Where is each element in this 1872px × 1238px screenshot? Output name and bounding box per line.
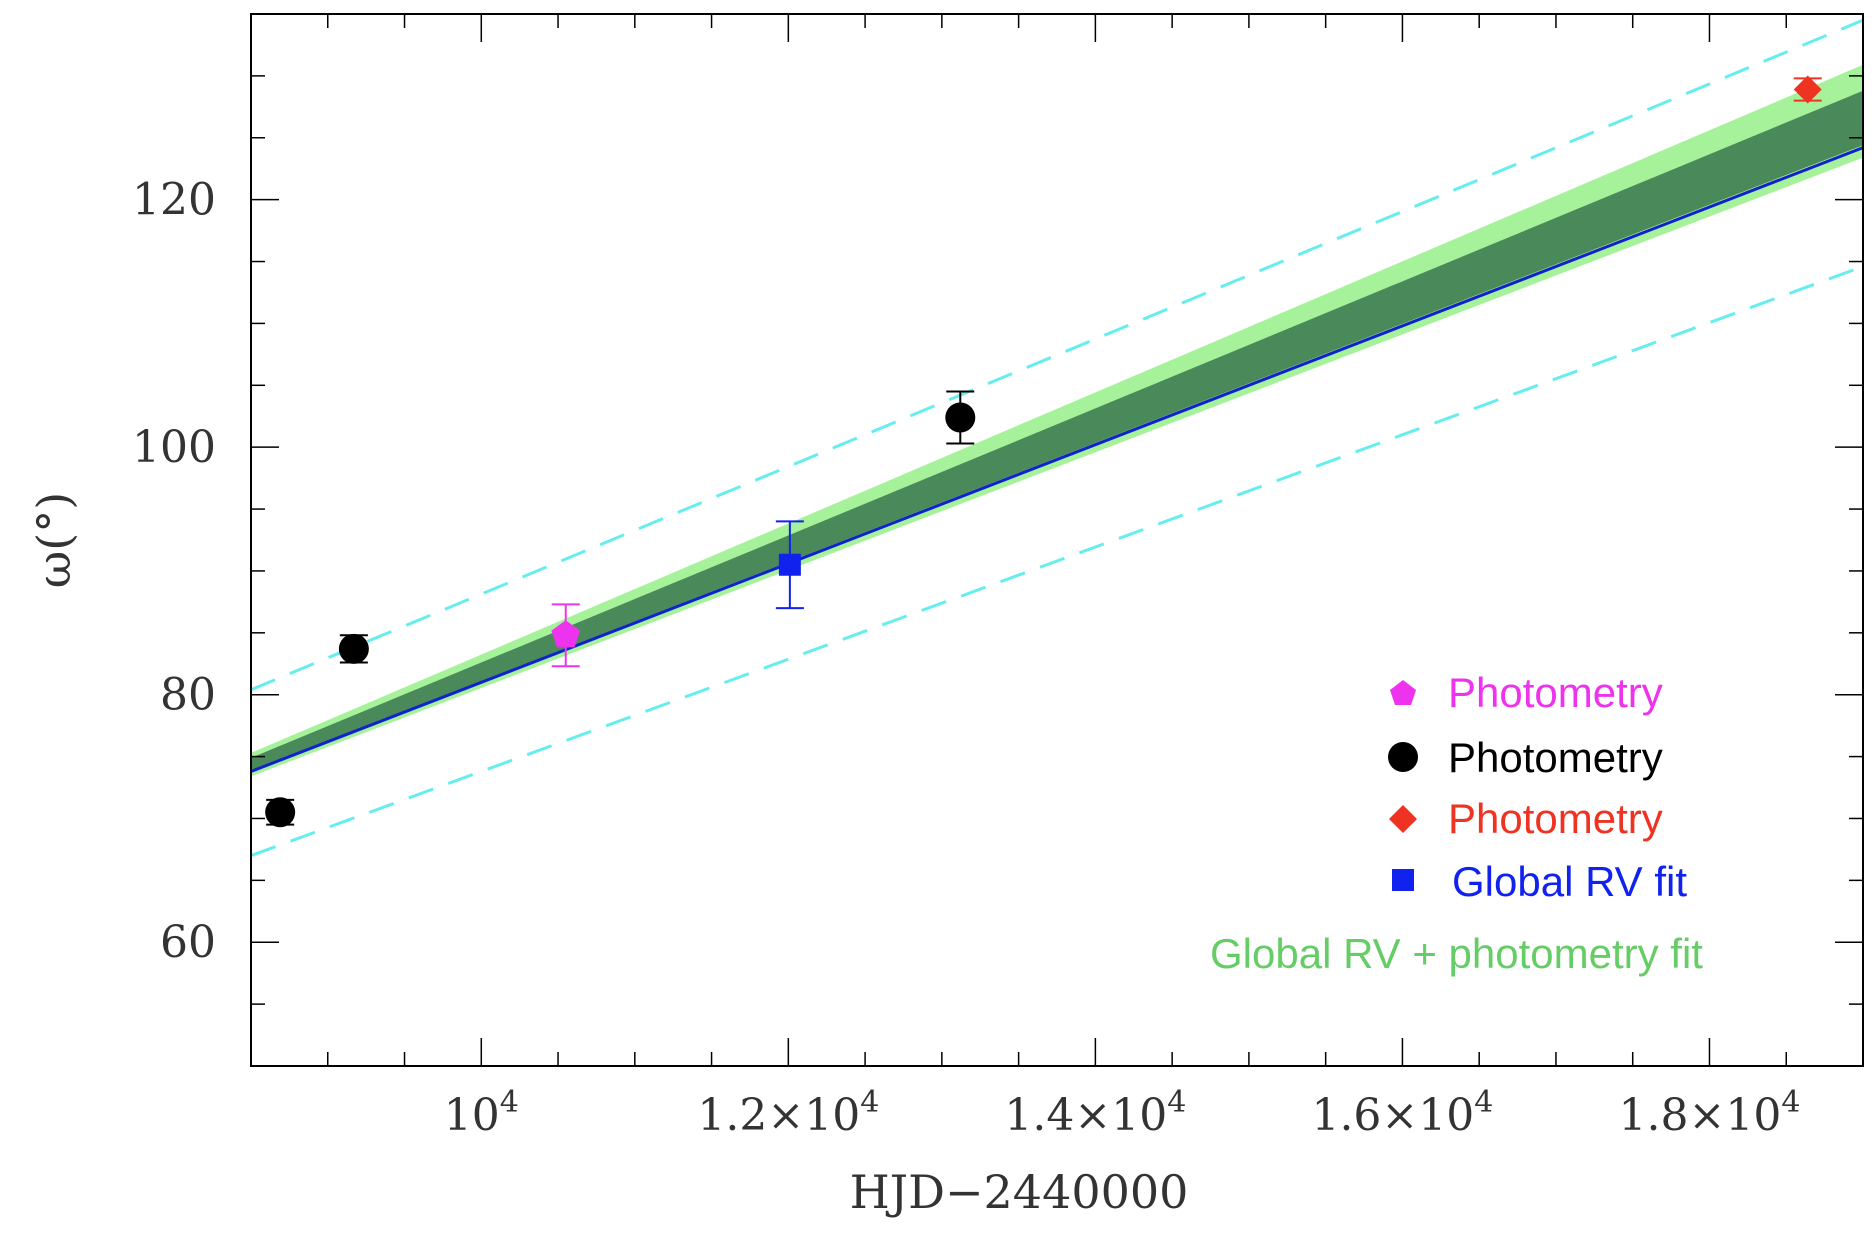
x-tick-label: 1.6×104	[1311, 1085, 1493, 1141]
legend-marker-square	[1392, 869, 1414, 891]
legend-label-global-rv-fit: Global RV fit	[1452, 858, 1687, 905]
legend-marker-pentagon	[1390, 680, 1416, 705]
data-point-pentagon	[551, 620, 580, 648]
data-point-square	[778, 553, 801, 576]
y-axis-label: ω(°)	[27, 492, 81, 588]
plot-area	[251, 18, 1863, 858]
x-tick-label: 104	[444, 1085, 519, 1141]
x-tick-label: 1.8×104	[1619, 1085, 1801, 1141]
x-tick-label: 1.4×104	[1004, 1085, 1186, 1141]
legend-label-global-rv-photometry-fit: Global RV + photometry fit	[1210, 930, 1703, 977]
data-point-circle	[265, 797, 296, 828]
dashed-line-lower	[251, 265, 1863, 858]
x-tick-label: 1.2×104	[697, 1085, 879, 1141]
y-tick-label: 60	[160, 917, 216, 968]
x-axis-label: HJD−2440000	[850, 1165, 1189, 1219]
plot-frame	[250, 13, 1864, 1067]
data-point-circle	[338, 633, 369, 664]
global-rv-fit-line	[251, 146, 1863, 773]
legend-label-photometry-magenta: Photometry	[1448, 669, 1663, 716]
axis-ticks	[251, 14, 1863, 1066]
y-tick-label: 80	[160, 670, 216, 721]
y-tick-label: 120	[132, 175, 216, 226]
legend-label-photometry-black: Photometry	[1448, 734, 1663, 781]
legend-marker-diamond	[1389, 805, 1417, 833]
legend-marker-circle	[1388, 742, 1418, 772]
legend: Photometry Photometry Photometry Global …	[1210, 669, 1703, 977]
data-point-diamond	[1793, 75, 1822, 104]
fit-band-inner	[251, 90, 1863, 771]
legend-label-photometry-red: Photometry	[1448, 795, 1663, 842]
tick-labels: 104 1.2×104 1.4×104 1.6×104 1.8×104 60 80 100 12…	[132, 175, 1800, 1141]
y-tick-label: 100	[132, 422, 216, 473]
data-point-circle	[945, 402, 976, 433]
